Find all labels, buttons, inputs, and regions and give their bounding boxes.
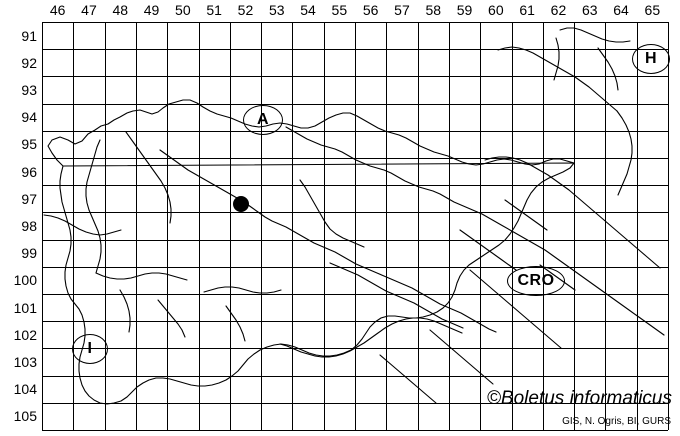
- grid-lines: [42, 22, 669, 431]
- country-tag-label: H: [644, 50, 658, 67]
- credit-text: GIS, N. Ogris, BI, GURS: [562, 416, 671, 427]
- coast-adriatic: [43, 214, 122, 236]
- x-axis-tick-label: 57: [394, 2, 410, 18]
- y-axis-tick-label: 93: [21, 82, 37, 98]
- x-axis-tick-label: 52: [237, 2, 254, 18]
- y-axis-tick-label: 98: [21, 218, 37, 234]
- x-axis-tick-label: 61: [519, 2, 535, 18]
- country-tag-austria: A: [243, 105, 283, 135]
- country-tag-hungary: H: [632, 44, 670, 74]
- y-axis-tick-label: 104: [13, 381, 37, 398]
- border-croatia-east: [616, 110, 633, 196]
- y-axis-tick-label: 96: [21, 163, 37, 180]
- x-axis-tick-label: 63: [581, 2, 598, 18]
- x-axis-tick-label: 51: [206, 2, 222, 18]
- y-axis-tick-label: 92: [21, 54, 37, 71]
- x-axis-tick-label: 47: [81, 2, 97, 18]
- x-axis-tick-label: 58: [425, 2, 442, 18]
- river-karst-2: [157, 299, 186, 338]
- x-axis-tick-label: 62: [550, 2, 567, 18]
- country-tag-label: A: [256, 111, 270, 128]
- country-tag-italy: I: [72, 334, 108, 364]
- slovenia-border: [47, 99, 575, 167]
- river-karst-3: [225, 305, 246, 342]
- country-tag-croatia: CRO: [507, 266, 565, 296]
- border-croatia-north: [497, 46, 618, 112]
- geography-layer: [43, 27, 665, 405]
- x-axis-tick-label: 54: [300, 2, 316, 18]
- river-east-1: [504, 199, 548, 231]
- x-axis-tick-label: 46: [49, 2, 66, 18]
- slovenia-border-south: [59, 162, 575, 405]
- river-krka: [329, 262, 464, 329]
- x-axis-tick-label: 53: [268, 2, 285, 18]
- x-axis-tick-label: 60: [488, 2, 504, 18]
- river-drava: [285, 126, 665, 336]
- river-kolpa: [279, 317, 463, 358]
- y-axis-tick-label: 95: [21, 136, 37, 153]
- river-soca: [85, 139, 102, 274]
- river-croatia-1: [469, 269, 562, 349]
- y-axis-tick-label: 100: [13, 272, 37, 289]
- x-axis-tick-label: 50: [175, 2, 191, 18]
- x-axis-tick-label: 59: [456, 2, 473, 18]
- y-axis-tick-label: 101: [13, 299, 37, 316]
- border-hungary-3: [597, 47, 619, 91]
- x-axis-tick-label: 55: [331, 2, 348, 18]
- copyright-text: ©Boletus informaticus: [486, 388, 672, 409]
- y-axis-tick-label: 102: [13, 326, 37, 343]
- border-hungary: [559, 27, 631, 43]
- river-sava: [159, 149, 497, 333]
- record-marker[interactable]: [233, 196, 249, 212]
- x-axis-tick-label: 48: [112, 2, 129, 18]
- x-axis-tick-label: 49: [143, 2, 160, 18]
- river-croatia-3: [379, 354, 437, 404]
- river-vipava: [95, 272, 188, 281]
- river-mura: [484, 156, 661, 269]
- river-croatia-2: [429, 329, 494, 385]
- record-markers: [233, 196, 249, 212]
- x-axis-tick-label: 64: [613, 2, 629, 18]
- river-karst-1: [119, 289, 131, 333]
- river-upper-sava: [125, 131, 172, 224]
- country-tag-label: CRO: [517, 272, 555, 289]
- y-axis-tick-label: 94: [21, 109, 37, 126]
- y-axis-tick-label: 91: [21, 27, 37, 44]
- river-savinja: [299, 179, 365, 248]
- y-axis-tick-label: 97: [21, 190, 37, 207]
- y-axis-tick-label: 99: [21, 245, 37, 262]
- country-tag-label: I: [87, 340, 93, 357]
- x-axis-tick-label: 56: [362, 2, 379, 18]
- y-axis-tick-label: 105: [13, 408, 37, 425]
- border-hungary-2: [553, 37, 560, 81]
- x-axis-tick-label: 65: [644, 2, 661, 18]
- y-axis-tick-label: 103: [13, 354, 37, 370]
- river-east-2: [459, 229, 517, 271]
- river-ljubljanica: [203, 286, 282, 294]
